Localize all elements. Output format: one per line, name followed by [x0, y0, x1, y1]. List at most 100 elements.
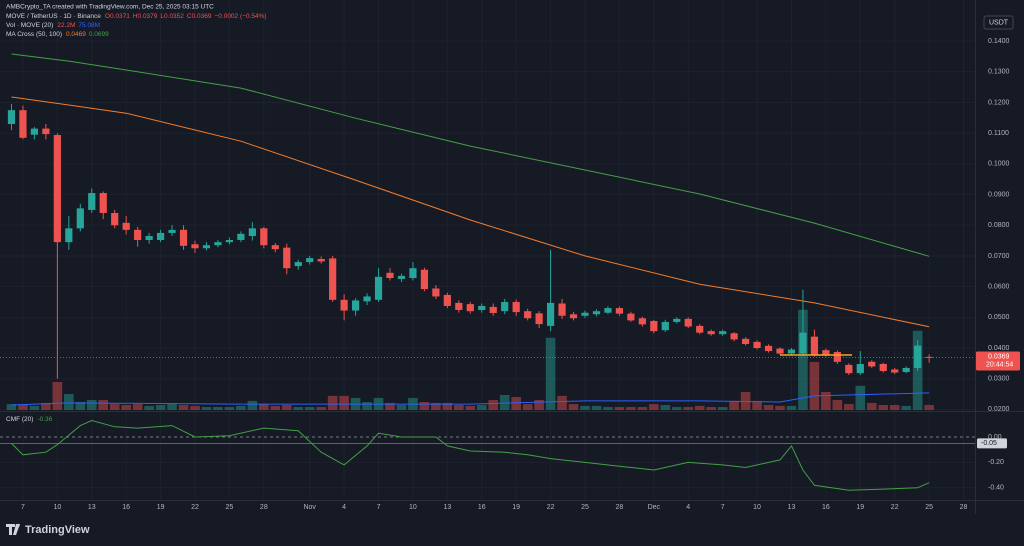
- legend-name: MA Cross (50, 100): [6, 31, 62, 38]
- volume-bar: [591, 405, 602, 410]
- y-tick-label: 0.00: [988, 434, 1002, 441]
- volume-bar: [213, 407, 223, 410]
- candle-body: [306, 258, 314, 263]
- volume-bar: [706, 407, 716, 410]
- volume-bar: [568, 404, 579, 410]
- y-tick-label: 0.0300: [988, 376, 1010, 383]
- volume-bar: [396, 404, 407, 410]
- volume-bar: [29, 405, 40, 410]
- volume-bar: [167, 404, 177, 410]
- candle-body: [638, 318, 646, 325]
- candle-body: [581, 312, 589, 316]
- x-tick-label: 16: [478, 504, 486, 511]
- x-tick-label: 13: [88, 504, 96, 511]
- candle-body: [225, 239, 234, 243]
- candle-body: [753, 341, 761, 349]
- candle-body: [179, 229, 188, 246]
- candle-body: [868, 361, 876, 367]
- candle-body: [604, 308, 612, 313]
- volume-bar: [190, 405, 200, 410]
- candle-body: [329, 258, 337, 300]
- candle-body: [317, 259, 325, 262]
- volume-bar: [6, 404, 17, 410]
- x-tick-label: 28: [960, 504, 968, 511]
- candle-body: [891, 369, 899, 373]
- quote: O0.0371: [105, 13, 130, 20]
- volume-ma-line: [11, 392, 930, 406]
- logo-text: TradingView: [25, 524, 90, 536]
- candle-body: [741, 338, 750, 345]
- cmf-line: [11, 419, 930, 491]
- candle-body: [776, 348, 784, 354]
- volume-bar: [109, 404, 120, 410]
- candle-body: [615, 308, 624, 314]
- y-tick-label: 0.1000: [988, 161, 1010, 168]
- candle-body: [684, 318, 692, 327]
- price-box: [976, 351, 1020, 371]
- x-tick-label: 19: [512, 504, 520, 511]
- candle-body: [810, 336, 819, 355]
- candle-body: [168, 229, 176, 233]
- volume-bar: [18, 404, 28, 410]
- x-tick-label: 25: [226, 504, 234, 511]
- y-tick-label: 0.0500: [988, 314, 1010, 321]
- candle-body: [260, 228, 268, 246]
- volume-bar: [270, 405, 281, 410]
- x-tick-label: 13: [443, 504, 451, 511]
- x-tick-label: 4: [686, 504, 690, 511]
- volume-bar: [327, 395, 338, 410]
- candle-body: [363, 296, 371, 302]
- quote: −0.0002 (−0.54%): [214, 13, 266, 20]
- candle-body: [764, 345, 773, 352]
- candle-body: [432, 288, 440, 297]
- volume-bar: [786, 405, 797, 410]
- candle-body: [879, 363, 887, 372]
- currency-box[interactable]: [983, 15, 1014, 30]
- candle-body: [397, 275, 406, 279]
- candle-body: [569, 314, 578, 319]
- volume-bar: [649, 404, 659, 410]
- logo: TradingView: [6, 523, 90, 536]
- volume-bar: [488, 399, 499, 410]
- y-tick-label: 0.0800: [988, 222, 1010, 229]
- volume-bar: [775, 405, 785, 410]
- legend-name: Vol · MOVE (20): [6, 22, 53, 29]
- volume-bar: [442, 402, 453, 410]
- candle-body: [546, 302, 555, 326]
- quote: L0.0352: [160, 13, 184, 20]
- level-box: [977, 438, 1007, 449]
- x-tick-label: 25: [925, 504, 933, 511]
- y-tick-label: 0.0700: [988, 253, 1010, 260]
- candle-body: [902, 367, 910, 372]
- candle-body: [374, 276, 383, 300]
- candle-body: [76, 208, 84, 229]
- volume-bar: [247, 400, 258, 410]
- volume-bar: [362, 402, 372, 410]
- currency[interactable]: USDT: [989, 19, 1009, 26]
- price-pane: [0, 53, 975, 410]
- candle-body: [53, 135, 61, 243]
- level-label: -0.05: [981, 440, 997, 447]
- volume-bar: [694, 405, 705, 410]
- volume-bar: [64, 394, 74, 410]
- x-tick-label: Dec: [648, 504, 661, 511]
- candle-body: [191, 244, 199, 249]
- volume-bar: [339, 395, 349, 410]
- candle-body: [501, 301, 509, 312]
- volume-bar: [832, 399, 843, 410]
- axes: 7 10 13 16 19 22 25 28 Nov 4 7 10 13 16 19 22 25 28 Dec 4 7 1…: [21, 38, 1020, 511]
- volume-bar: [178, 404, 189, 410]
- candle-body: [7, 110, 16, 124]
- legend-value: 0.0469: [66, 31, 86, 38]
- x-tick-label: 7: [21, 504, 25, 511]
- volume-bar: [752, 400, 762, 410]
- volume-bar: [660, 404, 671, 410]
- legend-line: MA Cross (50, 100) 0.0469 0.0699: [6, 31, 109, 38]
- candle-body: [202, 245, 211, 249]
- price-label: 0.0369: [988, 353, 1010, 360]
- volume-bar: [522, 404, 533, 410]
- x-tick-label: 25: [581, 504, 589, 511]
- candle-body: [856, 363, 864, 374]
- volume-bar: [683, 407, 694, 410]
